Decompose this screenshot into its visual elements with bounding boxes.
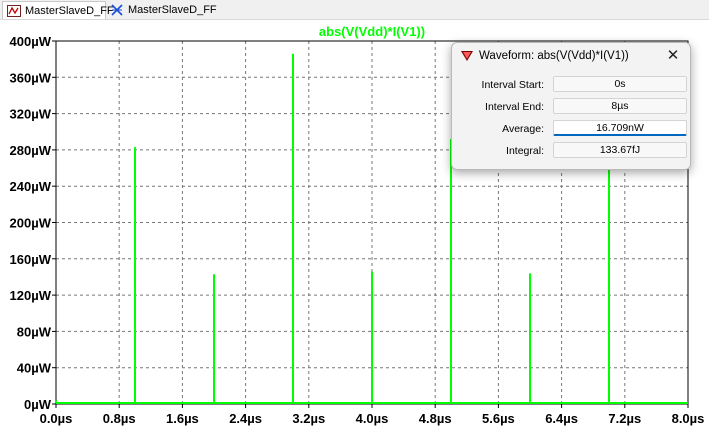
- y-tick-label: 400µW: [10, 34, 52, 49]
- y-tick-label: 120µW: [10, 288, 52, 303]
- average-row: Average: 16.709nW: [452, 120, 690, 138]
- x-tick-label: 1.6µs: [166, 411, 199, 426]
- average-label: Average:: [502, 123, 544, 135]
- waveform-icon: [110, 4, 124, 16]
- x-tick-label: 0.8µs: [103, 411, 136, 426]
- document-tab-bar: MasterSlaveD_FF MasterSlaveD_FF: [0, 0, 709, 20]
- y-axis-ticks: 0µW 40µW 80µW 120µW 160µW 200µW 240µW 280µW 320µ…: [10, 34, 56, 412]
- y-tick-label: 200µW: [10, 216, 52, 231]
- x-tick-label: 4.0µs: [356, 411, 389, 426]
- x-tick-label: 5.6µs: [482, 411, 515, 426]
- integral-row: Integral: 133.67fJ: [452, 142, 690, 160]
- x-tick-label: 3.2µs: [292, 411, 325, 426]
- tab-label: MasterSlaveD_FF: [25, 4, 114, 17]
- schematic-icon: [7, 4, 21, 17]
- y-tick-label: 160µW: [10, 252, 52, 267]
- waveform-plot[interactable]: 0µW 40µW 80µW 120µW 160µW 200µW 240µW 280µW 320µ…: [0, 20, 709, 431]
- tab-schematic[interactable]: MasterSlaveD_FF: [2, 1, 114, 19]
- y-tick-label: 280µW: [10, 143, 52, 158]
- y-tick-label: 360µW: [10, 70, 52, 85]
- interval-start-row: Interval Start: 0s: [452, 76, 690, 94]
- trace-label[interactable]: abs(V(Vdd)*I(V1)): [319, 24, 425, 39]
- x-axis-ticks: 0.0µs 0.8µs 1.6µs 2.4µs 3.2µs 4.0µs 4.8µs 5.6µs…: [40, 404, 705, 426]
- x-tick-label: 7.2µs: [608, 411, 641, 426]
- waveform-info-dialog: Waveform: abs(V(Vdd)*I(V1)) ✕ Interval S…: [451, 42, 691, 170]
- interval-end-row: Interval End: 8µs: [452, 98, 690, 116]
- dialog-title: Waveform: abs(V(Vdd)*I(V1)): [479, 50, 629, 62]
- y-tick-label: 80µW: [17, 324, 52, 339]
- x-tick-label: 4.8µs: [419, 411, 452, 426]
- y-tick-label: 40µW: [17, 361, 52, 376]
- x-tick-label: 0.0µs: [40, 411, 73, 426]
- interval-end-label: Interval End:: [485, 101, 544, 113]
- y-tick-label: 240µW: [10, 179, 52, 194]
- dialog-title-bar: Waveform: abs(V(Vdd)*I(V1)): [452, 43, 690, 69]
- x-tick-label: 2.4µs: [229, 411, 262, 426]
- tab-label: MasterSlaveD_FF: [128, 4, 217, 16]
- interval-end-field[interactable]: 8µs: [553, 98, 687, 114]
- average-field[interactable]: 16.709nW: [553, 120, 687, 136]
- x-tick-label: 6.4µs: [545, 411, 578, 426]
- close-icon[interactable]: ✕: [666, 47, 680, 64]
- y-tick-label: 320µW: [10, 107, 52, 122]
- waveform-app-icon: [460, 49, 474, 63]
- interval-start-field[interactable]: 0s: [553, 76, 687, 92]
- integral-field[interactable]: 133.67fJ: [553, 142, 687, 158]
- trace-layer: [55, 53, 688, 404]
- interval-start-label: Interval Start:: [481, 79, 544, 91]
- tab-waveform[interactable]: MasterSlaveD_FF: [106, 1, 217, 19]
- y-tick-label: 0µW: [24, 397, 52, 412]
- integral-label: Integral:: [506, 145, 544, 157]
- x-tick-label: 8.0µs: [672, 411, 705, 426]
